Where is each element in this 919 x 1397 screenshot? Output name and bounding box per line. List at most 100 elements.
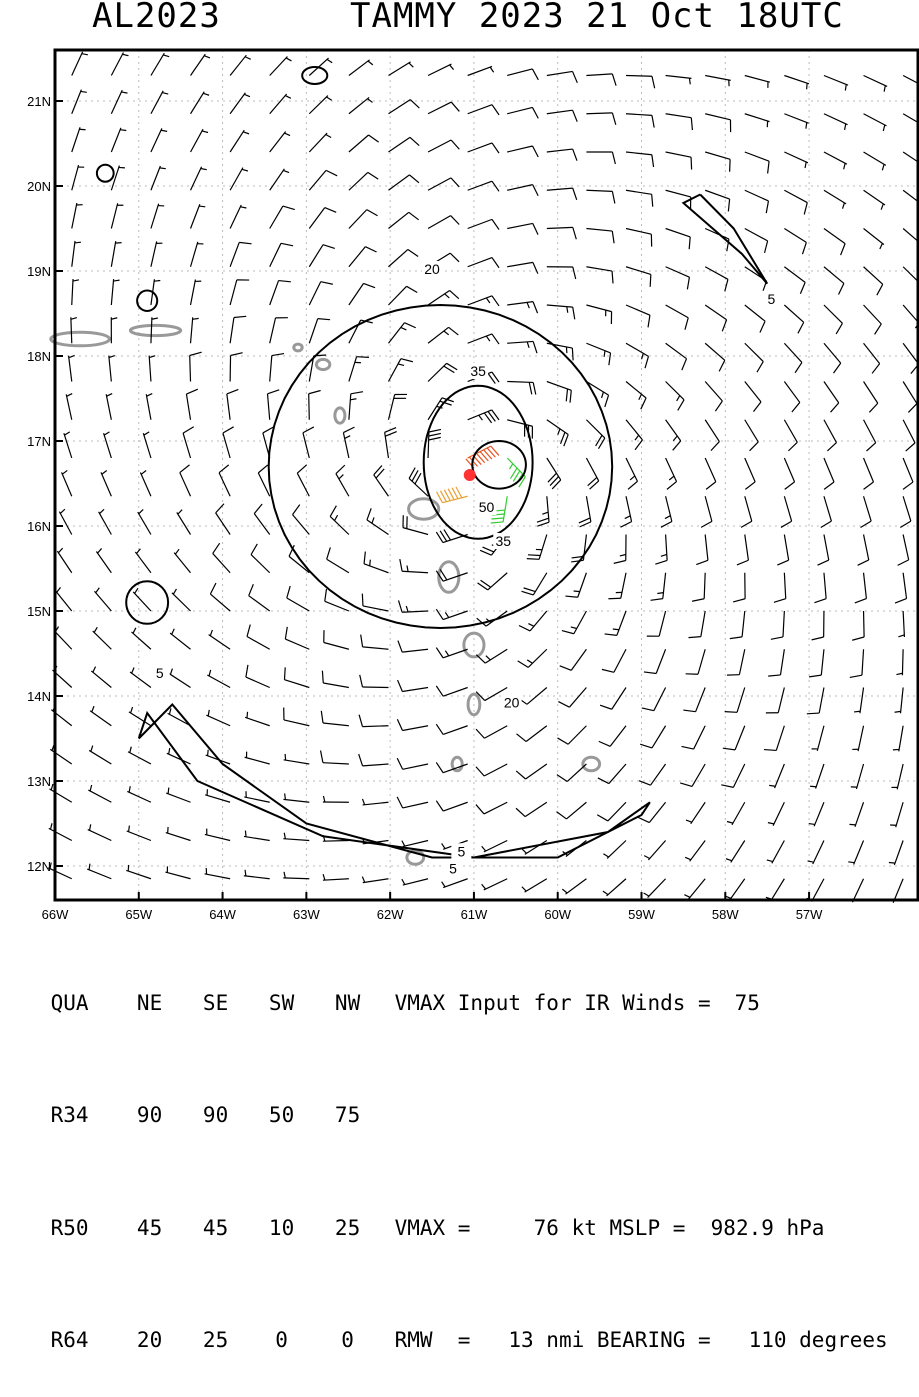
wind-barb (324, 630, 349, 649)
wind-barb (285, 627, 309, 649)
wind-barb (685, 841, 705, 862)
wind-barb (309, 208, 336, 229)
vmax-input-value: 75 (735, 992, 795, 1015)
wind-barb (683, 688, 705, 712)
wind-barb (891, 764, 903, 789)
wind-barb (230, 242, 251, 266)
wind-barb (48, 863, 72, 879)
wind-barb (571, 535, 586, 562)
lat-lon-grid (55, 50, 918, 900)
wind-barb (349, 135, 379, 152)
wind-barb (784, 343, 802, 372)
wind-barb (586, 74, 616, 86)
wind-barb (644, 649, 666, 673)
wind-barb (251, 544, 270, 573)
contour-5kt-south (139, 705, 650, 858)
y-tick-label: 16N (27, 519, 51, 534)
island-outline (583, 757, 600, 771)
wind-barb (824, 190, 846, 208)
wind-barb (128, 747, 151, 764)
wind-barb (686, 802, 705, 824)
row-label: R50 (51, 1217, 117, 1240)
wind-barb (626, 420, 642, 450)
wind-barb (359, 715, 388, 727)
wind-barb (560, 649, 587, 670)
wind-barb (598, 764, 626, 784)
wind-barb (558, 688, 586, 708)
r34-sw: 50 (249, 1104, 315, 1127)
wind-barb (807, 688, 824, 714)
contour-label: 35 (470, 363, 486, 379)
wind-barb (174, 549, 190, 573)
wind-barb (745, 114, 770, 127)
wind-barb (90, 706, 111, 726)
r64-nw: 0 (315, 1329, 381, 1352)
wind-barb (166, 827, 191, 840)
wind-barb (745, 76, 770, 88)
wind-barb (864, 76, 888, 92)
wind-barb (468, 258, 499, 268)
wind-barb (244, 831, 270, 841)
wind-barb (309, 319, 330, 344)
wind-barb (230, 93, 250, 114)
wind-barb (812, 611, 824, 640)
wind-barb (507, 302, 537, 314)
wind-barb (213, 543, 230, 573)
y-tick-label: 18N (27, 349, 51, 364)
wind-barb (705, 267, 728, 292)
wind-barb (507, 382, 536, 395)
y-tick-label: 20N (27, 179, 51, 194)
wind-barb (824, 152, 847, 169)
wind-barb (367, 508, 389, 534)
wind-barb (784, 229, 806, 255)
wind-barb (72, 241, 81, 267)
wind-barb (784, 305, 803, 333)
wind-barb (428, 327, 458, 343)
wind-barb (72, 127, 86, 152)
wind-barb (230, 316, 246, 343)
x-tick-label: 62W (377, 907, 404, 922)
wind-barb (898, 535, 909, 566)
wind-barb (104, 432, 112, 458)
wind-barb (191, 204, 206, 228)
wind-barb (284, 667, 309, 687)
wind-barb (562, 611, 587, 634)
wind-barb (436, 686, 467, 696)
wind-barb (321, 711, 349, 726)
wind-barb (745, 152, 769, 174)
wind-barb (151, 241, 162, 266)
wind-barb (101, 470, 111, 496)
wind-barb (106, 394, 112, 420)
wind-barb (219, 465, 230, 496)
wind-barb (111, 317, 117, 343)
wind-barb (666, 114, 693, 130)
map-frame (55, 50, 918, 900)
wind-barb (614, 535, 626, 564)
wind-barb (283, 833, 309, 841)
island-outline (316, 359, 329, 369)
wind-barb (349, 247, 377, 267)
wind-barb (705, 305, 726, 331)
wind-barb (903, 382, 917, 413)
wind-barb (270, 243, 293, 266)
wind-barb (428, 398, 454, 420)
wind-barb (784, 190, 807, 214)
wind-barb (741, 496, 752, 527)
wind-barb (809, 649, 824, 677)
wind-barb (388, 175, 418, 190)
wind-barb (686, 649, 706, 674)
wind-barb (397, 797, 428, 808)
wind-barb (309, 245, 335, 267)
wind-barb (824, 382, 839, 413)
wind-barb (766, 879, 784, 901)
wind-barb (705, 420, 719, 451)
wind-barb (132, 628, 151, 649)
r50-ne: 45 (117, 1217, 183, 1240)
contour-label: 50 (479, 499, 495, 515)
wind-barb (244, 791, 269, 802)
y-tick-label: 21N (27, 94, 51, 109)
wind-barb (890, 802, 903, 827)
wind-barb (727, 649, 745, 675)
wind-barb (72, 203, 83, 228)
